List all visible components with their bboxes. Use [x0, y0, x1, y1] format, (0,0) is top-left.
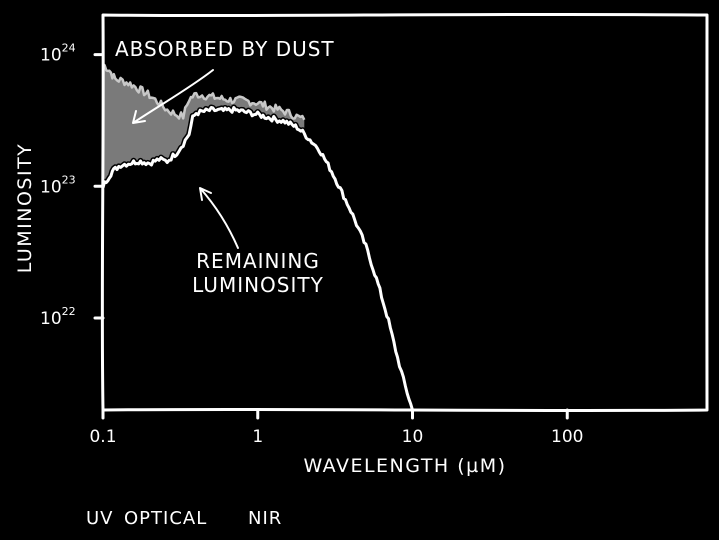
series-remaining-line [101, 106, 414, 411]
x-tick-label: 10 [402, 427, 424, 447]
annotation-remaining-line-2: LUMINOSITY [192, 273, 324, 297]
x-axis-label: WAVELENGTH (µM) [303, 455, 506, 477]
x-tick-label: 0.1 [89, 427, 116, 447]
y-tick-label: 1022 [40, 305, 76, 329]
series-intrinsic-line [102, 63, 306, 121]
y-tick-exponent: 22 [62, 305, 76, 318]
plot-frame [100, 12, 709, 413]
annotation-arrow-remaining [199, 187, 239, 249]
y-axis-ticks: 1022 1023 1024 [40, 42, 105, 329]
annotation-remaining-line-1: REMAINING [196, 249, 320, 273]
y-axis-label: LUMINOSITY [14, 143, 36, 274]
annotation-arrow-dust [132, 69, 214, 124]
plot-marks [100, 63, 416, 411]
y-tick-exponent: 24 [62, 42, 76, 55]
x-tick-label: 1 [252, 427, 263, 447]
absorbed-area [103, 64, 305, 188]
band-label-optical: OPTICAL [124, 508, 207, 529]
annotation-absorbed-by-dust: ABSORBED BY DUST [115, 37, 335, 61]
y-tick-label: 1023 [40, 173, 76, 197]
x-axis-ticks: 0.1 1 10 100 [89, 408, 583, 447]
band-label-uv: UV [86, 508, 114, 529]
y-tick-exponent: 23 [62, 173, 76, 186]
x-tick-label: 100 [551, 427, 583, 447]
band-label-nir: NIR [248, 508, 282, 529]
y-tick-label: 1024 [40, 42, 76, 66]
